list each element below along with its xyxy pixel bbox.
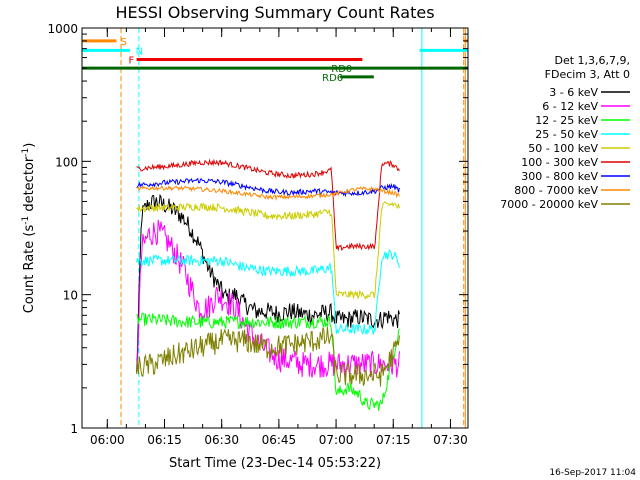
y-axis-label-mid: detector: [22, 156, 37, 216]
y-axis-label: Count Rate (s-1 detector-1): [21, 143, 37, 314]
x-tick-label-0: 06:00: [90, 433, 125, 447]
x-tick-label-6: 07:30: [433, 433, 468, 447]
series-line-3: [136, 248, 400, 336]
legend-label-7: 800 - 7000 keV: [514, 184, 598, 197]
x-tick-label-1: 06:15: [147, 433, 182, 447]
flag-label-3: RD0: [331, 64, 352, 75]
y-tick-label-2: 100: [55, 155, 78, 169]
y-tick-label-3: 1000: [47, 22, 78, 36]
y-axis-label-end: ): [22, 143, 37, 148]
legend-label-3: 25 - 50 keV: [535, 128, 598, 141]
series-line-4: [136, 200, 400, 300]
series-line-8: [136, 326, 400, 387]
x-tick-label-4: 07:00: [319, 433, 354, 447]
y-axis-label-sup1: -1: [21, 216, 31, 225]
legend-label-6: 300 - 800 keV: [521, 170, 598, 183]
series-line-2: [136, 312, 400, 411]
series-line-7: [136, 184, 400, 201]
series-line-5: [136, 158, 400, 252]
x-tick-label-2: 06:30: [204, 433, 239, 447]
legend-label-8: 7000 - 20000 keV: [500, 198, 598, 211]
flag-label-4: RD6: [322, 73, 343, 84]
series-line-6: [136, 177, 400, 198]
legend-label-1: 6 - 12 keV: [542, 100, 598, 113]
legend-label-4: 50 - 100 keV: [528, 142, 598, 155]
legend: Det 1,3,6,7,9, FDecim 3, Att 0 3 - 6 keV…: [500, 54, 630, 211]
x-tick-label-5: 07:15: [376, 433, 411, 447]
y-tick-label-0: 1: [70, 422, 78, 436]
timestamp-footer: 16-Sep-2017 11:04: [549, 468, 636, 478]
legend-header-line2: FDecim 3, Att 0: [545, 68, 630, 81]
flag-label-0: S: [121, 37, 127, 48]
series-line-0: [136, 193, 400, 373]
chart-title: HESSI Observing Summary Count Rates: [115, 3, 434, 22]
plot-frame: [81, 27, 469, 429]
y-axis-label-sup2: -1: [21, 148, 31, 157]
flag-label-1: N: [136, 46, 143, 57]
legend-label-2: 12 - 25 keV: [535, 114, 598, 127]
x-tick-label-3: 06:45: [262, 433, 297, 447]
flag-label-2: F: [128, 56, 134, 67]
legend-label-5: 100 - 300 keV: [521, 156, 598, 169]
legend-header-line1: Det 1,3,6,7,9,: [554, 54, 630, 67]
y-tick-label-1: 10: [63, 289, 78, 303]
x-axis-label: Start Time (23-Dec-14 05:53:22): [169, 456, 381, 471]
legend-label-0: 3 - 6 keV: [549, 86, 598, 99]
y-axis-label-main: Count Rate (s: [22, 225, 37, 314]
